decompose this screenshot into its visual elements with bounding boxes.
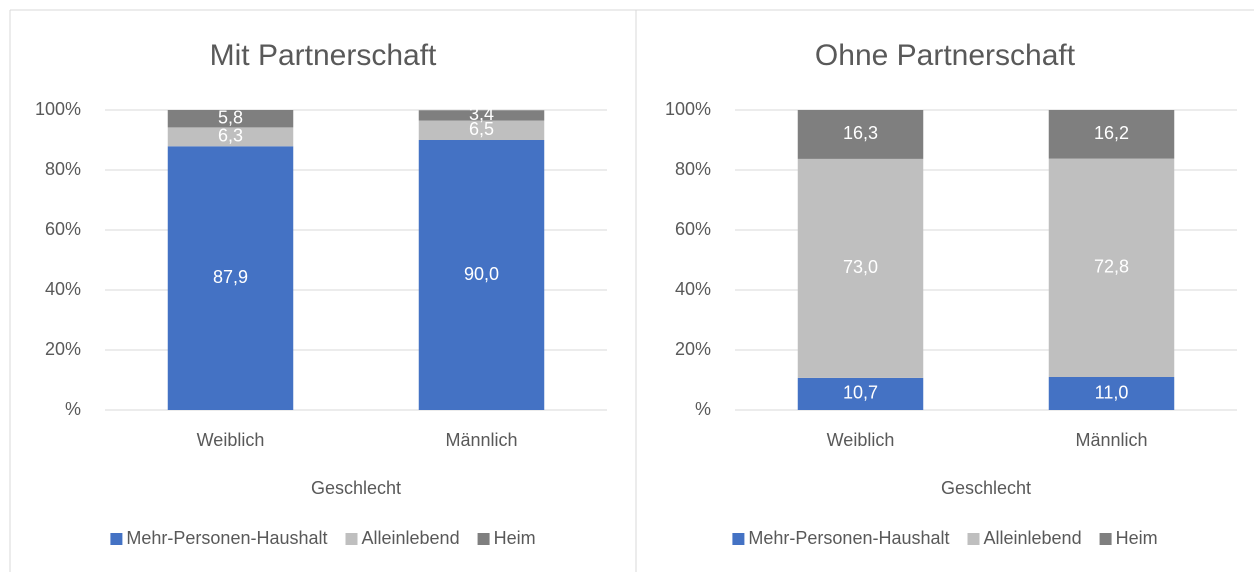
chart-title: Ohne Partnerschaft xyxy=(815,39,1076,72)
y-tick-label: 80% xyxy=(45,159,81,179)
y-tick-label: 60% xyxy=(675,219,711,239)
value-label: 90,0 xyxy=(464,264,499,284)
legend-label: Heim xyxy=(1116,528,1158,548)
x-tick-label: Männlich xyxy=(1075,430,1147,450)
legend-swatch xyxy=(1099,533,1112,545)
bar-segment xyxy=(167,146,294,411)
bar-segment xyxy=(1048,158,1175,377)
y-tick-label: 100% xyxy=(665,99,711,119)
legend-label: Heim xyxy=(494,528,536,548)
y-tick-label: 80% xyxy=(675,159,711,179)
x-tick-label: Weiblich xyxy=(827,430,895,450)
bar-segment xyxy=(797,377,924,410)
y-tick-label: 20% xyxy=(675,339,711,359)
bar-segment xyxy=(797,110,924,159)
value-label: 16,3 xyxy=(843,123,878,143)
value-label: 5,8 xyxy=(218,107,243,127)
y-tick-label: 60% xyxy=(45,219,81,239)
value-label: 73,0 xyxy=(843,257,878,277)
value-label: 10,7 xyxy=(843,383,878,403)
y-tick-label: 20% xyxy=(45,339,81,359)
bar-segment xyxy=(797,158,924,378)
y-tick-label: % xyxy=(65,399,81,419)
legend-swatch xyxy=(967,533,980,545)
value-label: 16,2 xyxy=(1094,123,1129,143)
bar-segment xyxy=(418,110,545,121)
legend-swatch xyxy=(110,533,123,545)
x-tick-label: Weiblich xyxy=(197,430,265,450)
x-axis-title: Geschlecht xyxy=(311,478,401,498)
x-axis-title: Geschlecht xyxy=(941,478,1031,498)
y-tick-label: 40% xyxy=(45,279,81,299)
value-label: 6,3 xyxy=(218,126,243,146)
chart-title: Mit Partnerschaft xyxy=(210,39,437,72)
bar-segment xyxy=(167,110,294,128)
value-label: 6,5 xyxy=(469,119,494,139)
legend-label: Alleinlebend xyxy=(984,528,1082,548)
bar-segment xyxy=(418,140,545,410)
y-tick-label: 40% xyxy=(675,279,711,299)
legend-swatch xyxy=(477,533,490,545)
value-label: 72,8 xyxy=(1094,257,1129,277)
bar-segment xyxy=(1048,377,1175,410)
bar-segment xyxy=(167,127,294,147)
value-label: 87,9 xyxy=(213,267,248,287)
value-label: 11,0 xyxy=(1095,382,1129,402)
legend-label: Mehr-Personen-Haushalt xyxy=(126,528,327,548)
legend-swatch xyxy=(345,533,358,545)
value-label: 3,4 xyxy=(469,104,494,124)
bar-segment xyxy=(1048,110,1175,159)
bar-segment xyxy=(418,120,545,140)
y-tick-label: % xyxy=(695,399,711,419)
legend-label: Alleinlebend xyxy=(362,528,460,548)
legend-swatch xyxy=(732,533,745,545)
x-tick-label: Männlich xyxy=(445,430,517,450)
legend-label: Mehr-Personen-Haushalt xyxy=(748,528,949,548)
y-tick-label: 100% xyxy=(35,99,81,119)
